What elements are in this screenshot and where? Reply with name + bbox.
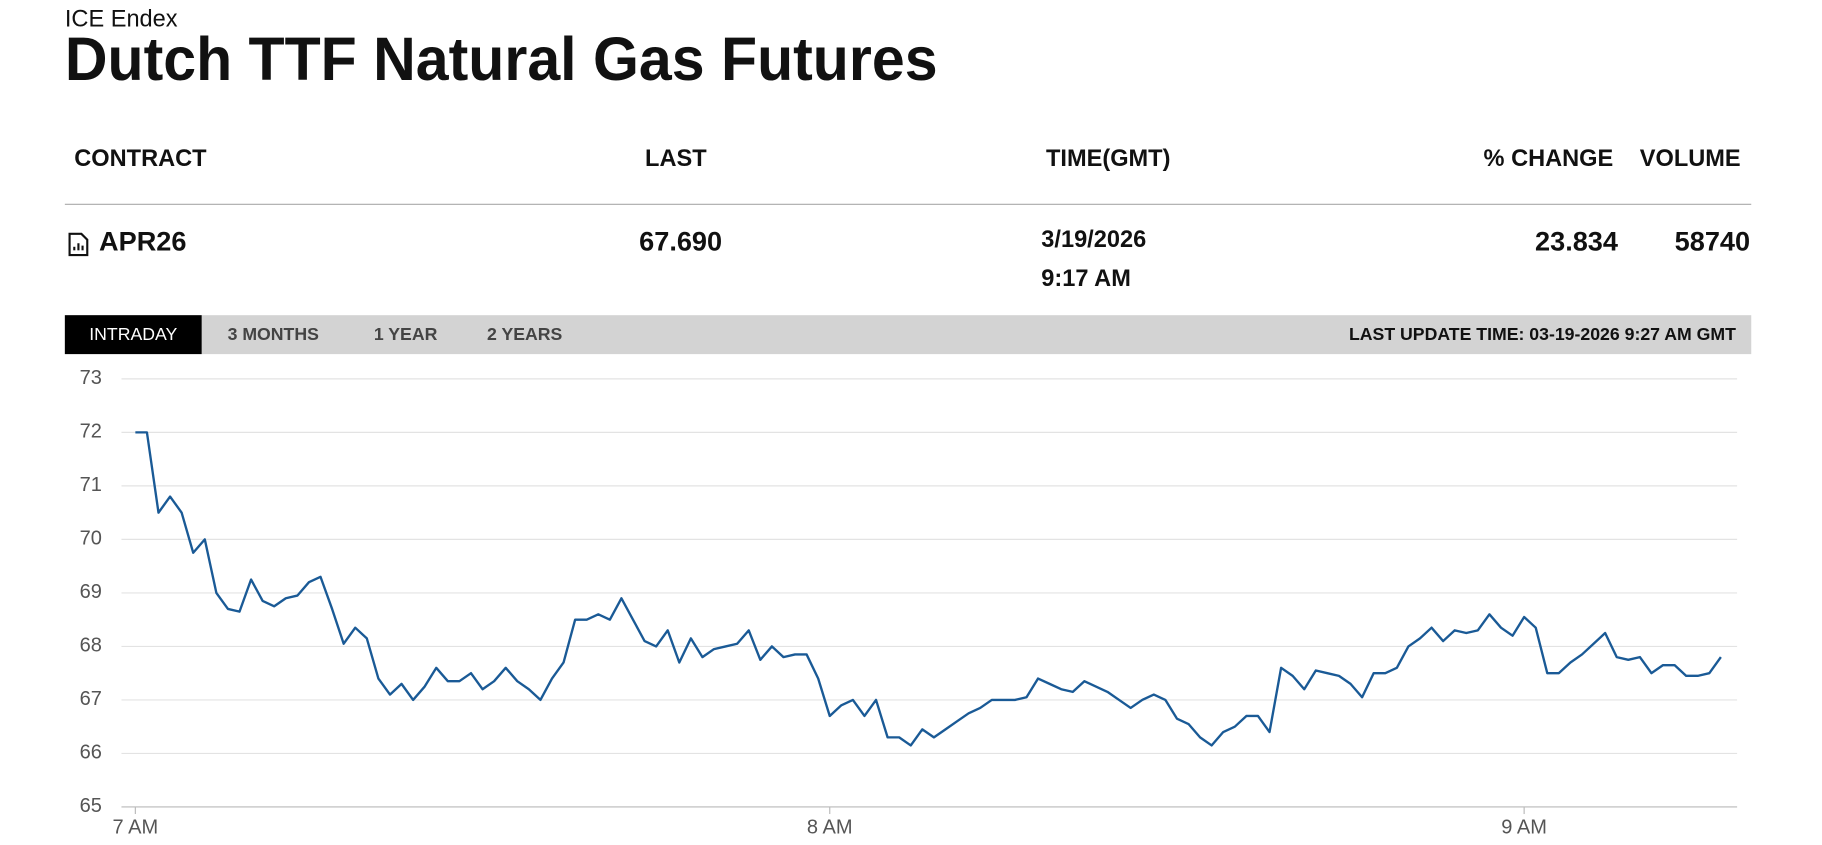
price-chart: 65 66 67 68 69 70 71 72 73 7 AM 8 AM 9 AM [80,367,1738,838]
volume: 58740 [1675,225,1750,256]
tab[interactable]: INTRADAY [89,324,177,344]
y-tick-label: 70 [80,528,102,550]
last-price: 67.690 [639,225,722,256]
percent-change: 23.834 [1535,225,1618,256]
active-tab[interactable] [64,315,202,355]
x-tick-label: 9 AM [1501,816,1547,838]
y-tick-label: 71 [80,474,102,496]
column-header: TIME(GMT) [1046,145,1170,171]
last-update: LAST UPDATE TIME: 03-19-2026 9:27 AM GMT [1349,324,1736,344]
y-tick-label: 73 [80,367,102,389]
y-tick-label: 66 [80,742,102,764]
column-header: LAST [645,145,707,171]
y-tick-label: 69 [80,581,102,603]
x-tick-label: 7 AM [113,816,159,838]
column-header: VOLUME [1640,145,1741,171]
x-tick-label: 8 AM [807,816,853,838]
page-title: Dutch TTF Natural Gas Futures [65,24,938,93]
source: ICE Endex [65,6,178,32]
y-tick-label: 67 [80,688,102,710]
column-header: % CHANGE [1484,145,1614,171]
contract[interactable]: APR26 [99,225,186,256]
trade-time: 9:17 AM [1041,265,1131,291]
tab-bar [64,315,1752,355]
y-tick-label: 68 [80,635,102,657]
tab[interactable]: 3 MONTHS [228,324,320,344]
tab[interactable]: 1 YEAR [374,324,438,344]
trade-date: 3/19/2026 [1041,226,1146,252]
tab[interactable]: 2 YEARS [487,324,563,344]
y-tick-label: 72 [80,421,102,443]
y-tick-label: 65 [80,795,102,817]
doc-icon[interactable] [68,232,89,257]
price-line [135,431,1722,747]
column-header: CONTRACT [74,145,207,171]
